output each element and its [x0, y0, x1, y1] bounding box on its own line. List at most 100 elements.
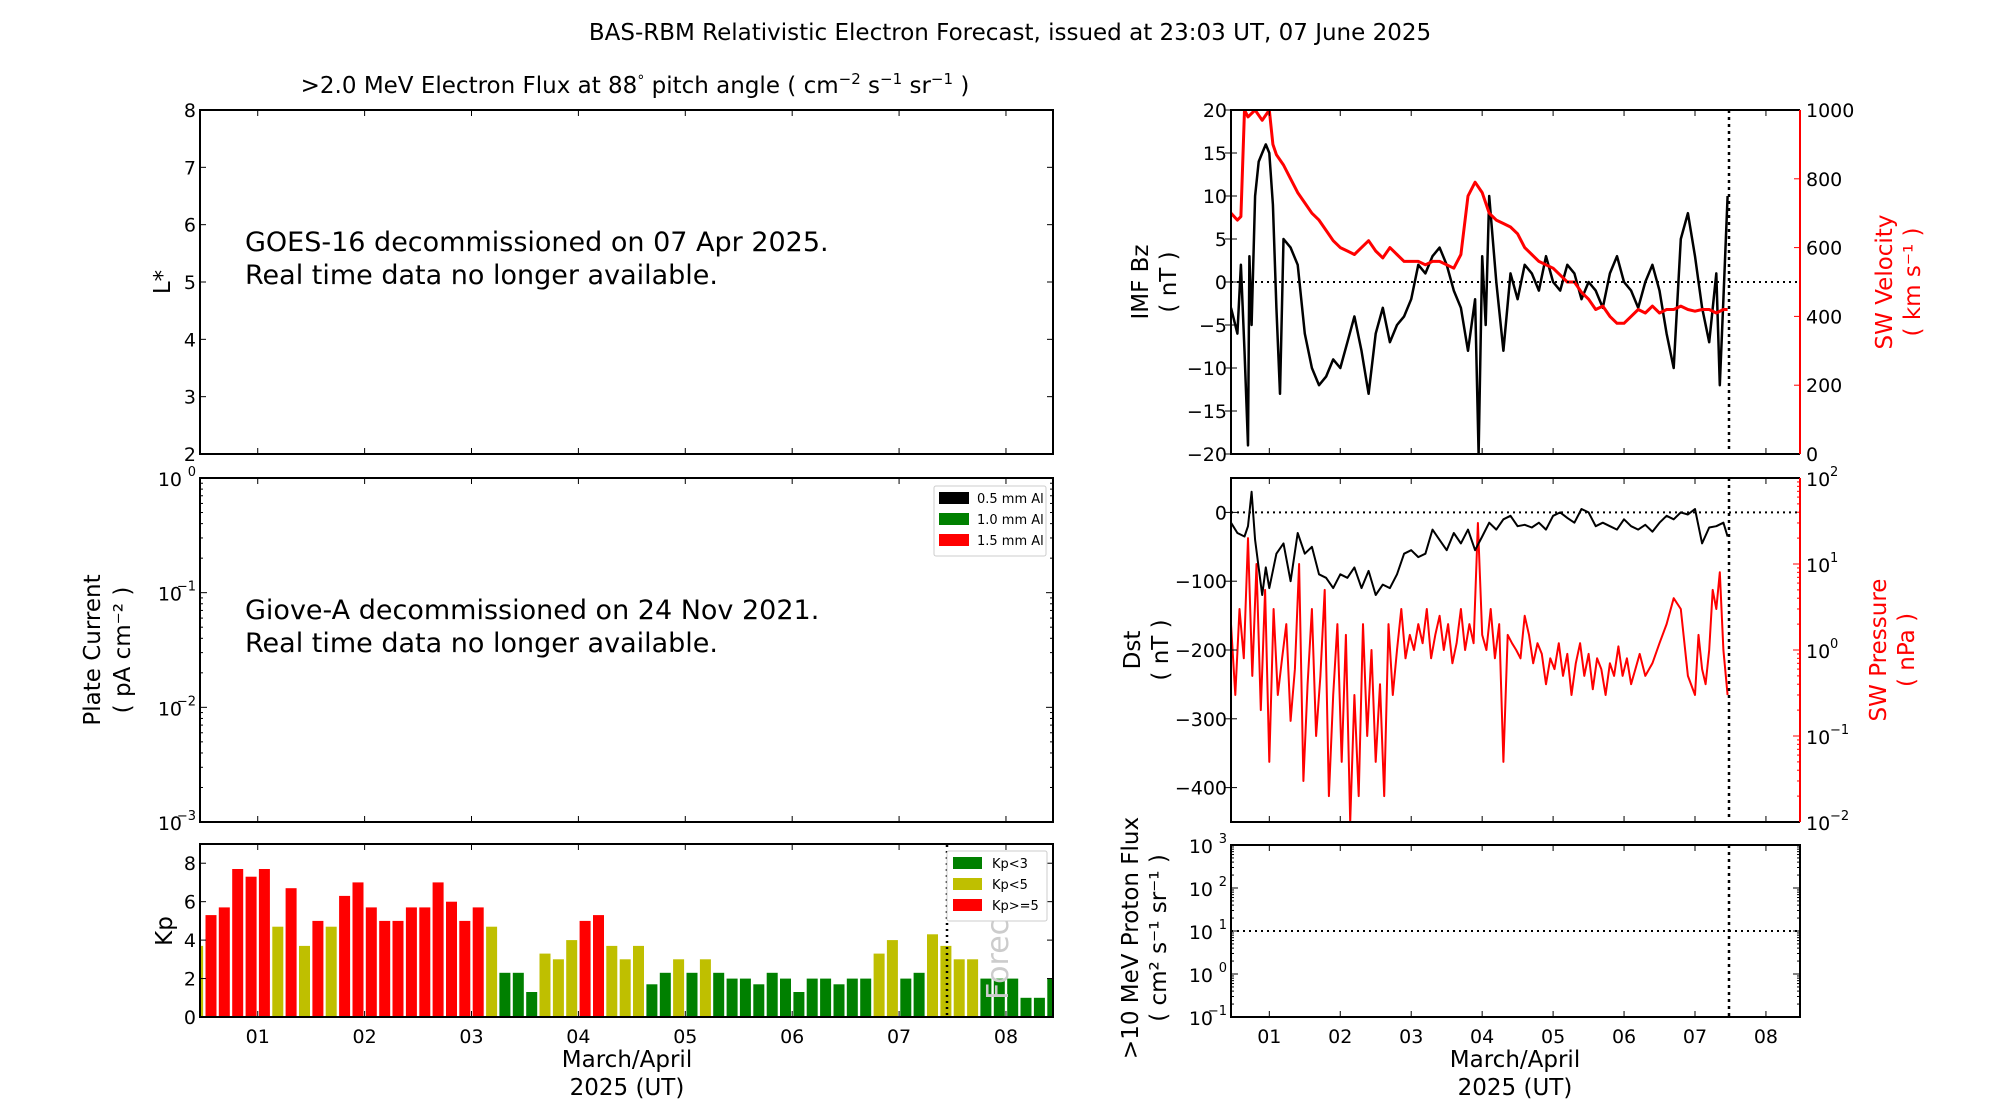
y-tick-label: 5: [1215, 229, 1227, 251]
x-tick-label: 04: [1470, 1026, 1494, 1048]
kp-bar: [1047, 978, 1052, 1017]
legend-swatch-kp-lt3: [953, 857, 982, 869]
kp-bar: [232, 869, 244, 1017]
y2-tick-label: 1000: [1806, 100, 1854, 122]
legend-label-kp-ge5: Kp>=5: [992, 899, 1039, 914]
kp-bar: [472, 907, 484, 1017]
electron-flux-frame: [199, 109, 1054, 455]
y-tick-exponent: −1: [1208, 1004, 1227, 1019]
kp-bar: [299, 945, 310, 1017]
kp-bar: [201, 945, 204, 1017]
y2-tick-label: 10: [1806, 555, 1830, 577]
y-tick-label: 4: [184, 329, 196, 351]
kp-bar: [766, 972, 778, 1017]
y-tick-label: 10: [1203, 186, 1227, 208]
legend-label-0.5mm: 0.5 mm Al: [977, 492, 1044, 507]
kp-bar: [325, 926, 337, 1017]
plate-current-frame: [199, 477, 1054, 823]
legend-label-kp-lt5: Kp<5: [992, 878, 1028, 893]
y-tick-label: −20: [1187, 444, 1227, 466]
y-tick-label: 20: [1203, 100, 1227, 122]
y2-tick-exponent: 0: [1830, 637, 1838, 652]
kp-bar: [606, 945, 618, 1017]
kp-bar: [739, 978, 751, 1017]
proton-xlabel-line1: March/April: [1450, 1047, 1580, 1073]
kp-bar: [1007, 978, 1019, 1017]
y-tick-label: 6: [184, 215, 196, 237]
kp-bar: [486, 926, 498, 1017]
x-tick-label: 02: [1328, 1026, 1352, 1048]
y-tick-label: 10: [1189, 922, 1213, 944]
kp-bar: [552, 959, 564, 1017]
kp-bar: [699, 959, 711, 1017]
kp-bar: [753, 984, 765, 1017]
kp-bar: [873, 953, 885, 1017]
x-tick-label: 06: [780, 1026, 804, 1048]
kp-bar: [379, 920, 391, 1017]
electron-flux-message-line1: GOES-16 decommissioned on 07 Apr 2025.: [245, 227, 829, 258]
proton-frame: [1230, 844, 1801, 1018]
sw-velocity-line: [1231, 110, 1728, 325]
y-tick-label: 10: [1189, 1008, 1213, 1030]
x-tick-label: 07: [887, 1026, 911, 1048]
y2-tick-label: 200: [1806, 375, 1842, 397]
kp-bar: [218, 907, 230, 1017]
dst-ylabel-line1: Dst: [1120, 631, 1146, 670]
kp-bar: [686, 972, 698, 1017]
legend-label-kp-lt3: Kp<3: [992, 857, 1028, 872]
y2-tick-label: 0: [1806, 444, 1818, 466]
kp-bar: [886, 940, 898, 1017]
x-tick-label: 08: [994, 1026, 1018, 1048]
y-tick-label: 8: [184, 100, 196, 122]
imf-ylabel-line1: IMF Bz: [1128, 244, 1154, 319]
y-tick-label: 10: [1189, 836, 1213, 858]
y-tick-label: 15: [1203, 143, 1227, 165]
y-tick-label: 0: [1215, 502, 1227, 524]
kp-bar: [392, 920, 404, 1017]
x-tick-label: 07: [1683, 1026, 1707, 1048]
sw-pressure-line: [1231, 522, 1729, 822]
kp-bar: [205, 915, 217, 1017]
y-tick-label: −400: [1175, 778, 1227, 800]
kp-frame: [199, 843, 1054, 1018]
kp-bar: [860, 978, 872, 1017]
kp-bar: [993, 978, 1005, 1017]
y-tick-exponent: 1: [1219, 918, 1227, 933]
kp-bar: [780, 978, 791, 1017]
x-tick-label: 03: [459, 1026, 483, 1048]
legend-swatch-kp-ge5: [953, 899, 982, 911]
y-tick-label: 2: [184, 444, 196, 466]
y-tick-label: 3: [184, 387, 196, 409]
y-tick-label: −200: [1175, 640, 1227, 662]
kp-bar: [312, 920, 324, 1017]
kp-bar: [940, 945, 952, 1017]
y-tick-label: −5: [1199, 315, 1227, 337]
sw-velocity-ylabel-line2: ( km s⁻¹ ): [1900, 228, 1926, 337]
kp-bar: [927, 934, 938, 1017]
y2-tick-exponent: 1: [1830, 551, 1838, 566]
y-tick-label: 0: [1215, 272, 1227, 294]
legend-label-1.5mm: 1.5 mm Al: [977, 534, 1044, 549]
x-tick-label: 05: [673, 1026, 697, 1048]
dst-frame: [1230, 477, 1800, 823]
kp-bar: [446, 901, 457, 1017]
kp-bar: [646, 984, 658, 1017]
y-tick-exponent: −2: [177, 694, 196, 709]
kp-bar: [1020, 997, 1032, 1017]
kp-bar: [352, 882, 364, 1017]
y2-tick-label: 800: [1806, 169, 1842, 191]
kp-bar: [846, 978, 858, 1017]
y-tick-label: 10: [158, 469, 182, 491]
figure-title: BAS-RBM Relativistic Electron Forecast, …: [589, 20, 1431, 46]
y-tick-exponent: −1: [177, 580, 196, 595]
y-tick-label: −300: [1175, 709, 1227, 731]
legend-label-1.0mm: 1.0 mm Al: [977, 513, 1044, 528]
legend-swatch-1.0mm: [939, 513, 969, 525]
y-tick-exponent: 3: [1219, 832, 1227, 847]
plate-current-message-line1: Giove-A decommissioned on 24 Nov 2021.: [245, 595, 819, 626]
sw-pressure-ylabel-line2: ( nPa ): [1894, 613, 1920, 687]
kp-bar: [539, 953, 551, 1017]
